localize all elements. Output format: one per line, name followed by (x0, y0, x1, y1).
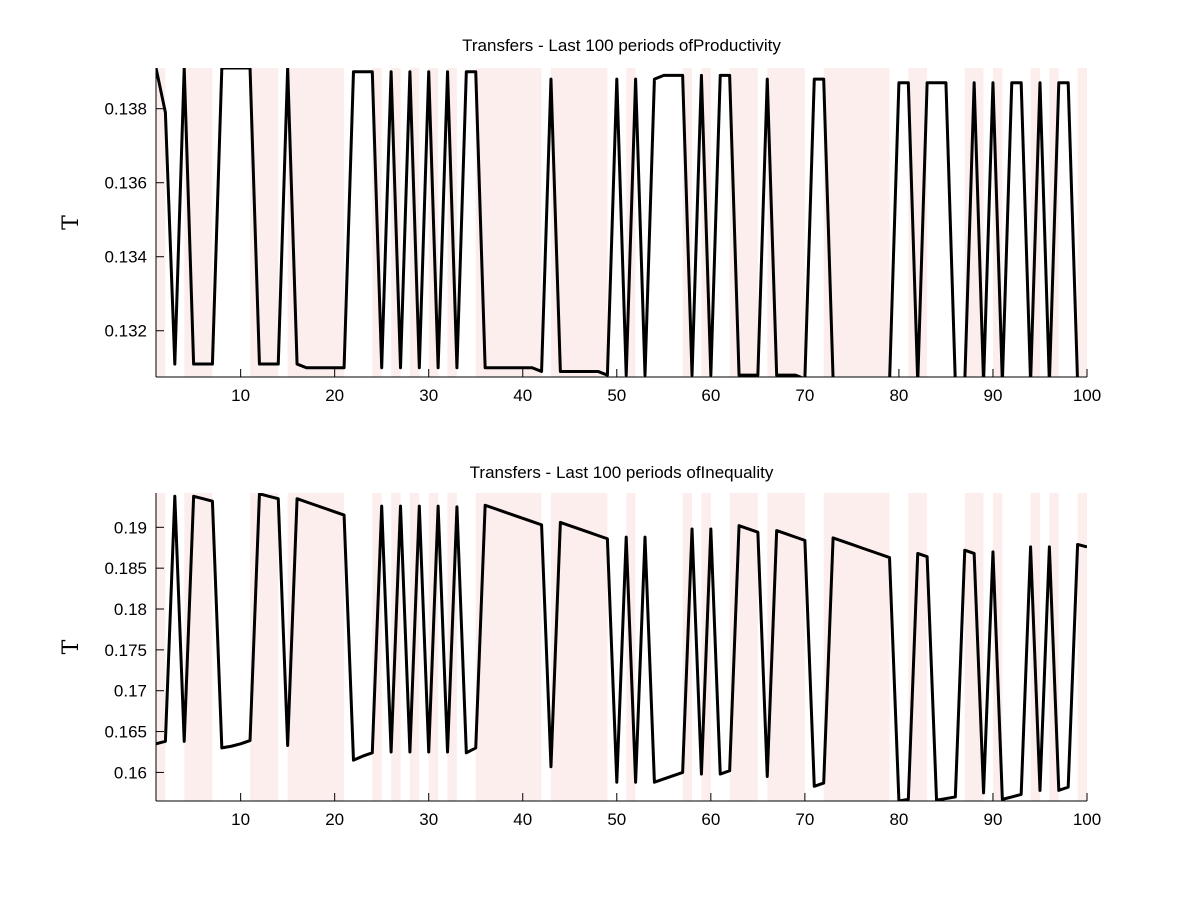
chart1-shaded-band-9 (475, 493, 542, 801)
chart1-x-tick-label-3: 40 (513, 810, 532, 829)
chart0-y-tick-label-3: 0.138 (104, 100, 147, 119)
chart0-shaded-band-16 (823, 68, 890, 377)
chart0-y-axis-label: T (59, 215, 84, 230)
chart0-x-tick-label-6: 70 (795, 386, 814, 405)
chart0-title: Transfers - Last 100 periods ofProductiv… (462, 36, 781, 55)
chart1-shaded-band-0 (156, 493, 166, 801)
chart1-shaded-band-17 (908, 493, 928, 801)
chart1-y-tick-label-6: 0.19 (114, 518, 147, 537)
chart1-y-tick-label-5: 0.185 (104, 559, 147, 578)
chart0-y-tick-label-2: 0.136 (104, 174, 147, 193)
chart0-shaded-band-9 (475, 68, 542, 377)
chart1-x-tick-label-1: 20 (325, 810, 344, 829)
chart0-x-tick-label-3: 40 (513, 386, 532, 405)
chart1-x-tick-label-7: 80 (889, 810, 908, 829)
chart1-y-tick-label-0: 0.16 (114, 763, 147, 782)
chart1-shaded-band-3 (287, 493, 345, 801)
chart0-x-tick-label-8: 90 (983, 386, 1002, 405)
chart0-x-tick-label-7: 80 (889, 386, 908, 405)
chart1-x-tick-label-8: 90 (983, 810, 1002, 829)
chart1-x-tick-label-2: 30 (419, 810, 438, 829)
chart1-y-axis-label: T (59, 639, 84, 654)
chart0-shaded-band-22 (1077, 68, 1087, 377)
chart0-x-tick-label-4: 50 (607, 386, 626, 405)
chart1-shaded-band-22 (1077, 493, 1087, 801)
chart0-shaded-band-0 (156, 68, 166, 377)
chart1-shaded-band-18 (964, 493, 984, 801)
chart1-series-line-0 (156, 493, 1087, 801)
chart0-y-tick-label-1: 0.134 (104, 248, 147, 267)
chart1-shaded-band-16 (823, 493, 890, 801)
chart0-y-tick-label-0: 0.132 (104, 322, 147, 341)
chart1-y-tick-label-4: 0.18 (114, 600, 147, 619)
chart0-shaded-band-17 (908, 68, 928, 377)
chart1-x-tick-label-0: 10 (231, 810, 250, 829)
chart0-x-tick-label-2: 30 (419, 386, 438, 405)
chart1-y-tick-label-1: 0.165 (104, 723, 147, 742)
chart1-x-tick-label-4: 50 (607, 810, 626, 829)
chart1-x-tick-label-6: 70 (795, 810, 814, 829)
top-chart-productivity: 10 20 30 40 50 60 70 80 90 100 0.132 0.134 0.136 0.13… (59, 36, 1101, 405)
chart0-x-tick-label-0: 10 (231, 386, 250, 405)
chart1-x-tick-label-9: 100 (1073, 810, 1101, 829)
chart0-x-tick-label-9: 100 (1073, 386, 1101, 405)
bottom-chart-inequality: 10 20 30 40 50 60 70 80 90 100 0.16 0.165 0.17 0.175 0… (59, 463, 1101, 829)
chart1-x-tick-label-5: 60 (701, 810, 720, 829)
chart0-series-line-0 (156, 68, 1079, 377)
chart1-y-tick-label-2: 0.17 (114, 682, 147, 701)
chart0-shaded-band-18 (964, 68, 984, 377)
chart0-x-tick-label-5: 60 (701, 386, 720, 405)
chart1-title: Transfers - Last 100 periods ofInequalit… (470, 463, 774, 482)
chart0-x-tick-label-1: 20 (325, 386, 344, 405)
chart1-y-tick-label-3: 0.175 (104, 641, 147, 660)
chart0-shaded-band-15 (767, 68, 805, 377)
